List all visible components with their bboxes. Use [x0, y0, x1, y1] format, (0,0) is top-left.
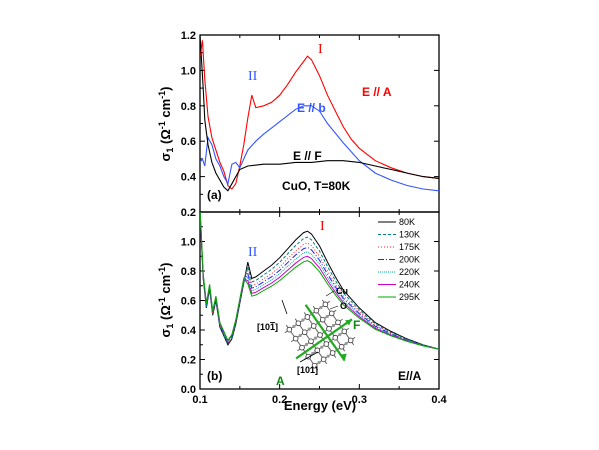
y-tick-label-a: 0.8 [181, 101, 196, 113]
y-tick-label-a: 1.2 [181, 30, 196, 42]
series-label-e-a: E // A [362, 85, 392, 99]
y-tick-label-a: 1.0 [181, 65, 196, 77]
legend-label: 240K [399, 280, 420, 290]
lattice-cu-label: Cu [336, 286, 348, 296]
panel-a-ticks: 0.2 0.4 0.6 0.8 1.0 1.2 [181, 30, 439, 219]
a-arrowhead [339, 353, 347, 361]
o-atom [326, 354, 330, 358]
cu-atom [338, 343, 345, 350]
cu-atom [308, 338, 314, 345]
cu-atom [295, 320, 302, 327]
legend-label: 130K [399, 230, 420, 240]
lattice-f-label: F [353, 318, 360, 332]
panel-b-roman-II: II [248, 245, 258, 260]
cu-atom [323, 341, 330, 347]
legend-label: 295K [399, 292, 420, 302]
series-label-e-b: E // b [297, 101, 326, 115]
cu-atom [328, 310, 335, 317]
o-atom [313, 336, 318, 340]
cu-atom [332, 334, 339, 341]
panel-a-series [200, 35, 439, 192]
cu-atom [292, 335, 299, 342]
series-line-b-295K [200, 212, 439, 350]
lattice-dir-10-1: [101] [257, 322, 278, 332]
panel-a-roman-II: II [248, 69, 258, 84]
cu-atom [347, 337, 354, 344]
o-atom [317, 360, 321, 365]
series-line-a-1 [200, 105, 439, 192]
lattice-a-label: A [276, 374, 285, 388]
o-atom [298, 333, 302, 338]
lattice-dir-101: [101] [297, 365, 318, 375]
series-line-b-175K [200, 212, 439, 350]
cu-atom [317, 332, 323, 338]
x-tick-label: 0.3 [352, 394, 367, 406]
dir-arrow-101 [299, 351, 319, 363]
x-tick-label: 0.2 [272, 394, 287, 406]
y-tick-label-a: 0.2 [181, 207, 196, 219]
o-atom [304, 342, 309, 347]
y-tick-label-a: 0.6 [181, 136, 196, 148]
dir-arrow-10-1 [281, 299, 288, 315]
panel-b-legend: 80K 130K 175K 200K 220K 240K 295K [378, 217, 420, 302]
cu-atom [304, 314, 311, 320]
y-tick-label-a: 0.4 [181, 172, 197, 184]
cu-atom [326, 325, 332, 332]
y-tick-label-b: 0.8 [181, 266, 196, 278]
y-tick-label-b: 0.4 [181, 325, 197, 337]
f-direction-arrow [295, 318, 353, 360]
y-tick-label-b: 0.2 [181, 355, 196, 367]
cu-atom [311, 362, 318, 369]
cu-atom [310, 323, 317, 329]
o-pointer [329, 305, 339, 310]
panel-b-label: (b) [207, 369, 222, 383]
panel-b-y-axis-title: σ1 (Ω-1 cm-1) [157, 262, 175, 337]
o-atom [325, 314, 329, 319]
panel-b-roman-I: I [320, 219, 325, 234]
a-direction-arrow [304, 304, 346, 362]
y-tick-label-b: 0.6 [181, 296, 196, 308]
cuo-lattice-inset [281, 290, 356, 371]
series-line-a-2 [200, 35, 439, 192]
x-tick-label: 0.1 [192, 394, 207, 406]
legend-label: 220K [399, 267, 420, 277]
o-atom [319, 305, 323, 310]
cu-atom [286, 326, 293, 333]
panel-b-series [200, 212, 439, 350]
x-tick-label: 0.4 [431, 394, 447, 406]
o-atom [307, 327, 311, 331]
o-atom [331, 323, 336, 328]
o-atom [301, 318, 305, 322]
cu-atom [319, 316, 326, 323]
panel-a-label: (a) [207, 188, 222, 202]
cu-pointer [325, 290, 335, 297]
polarization-label: E//A [398, 369, 422, 383]
legend-label: 175K [399, 242, 420, 252]
cu-atom [320, 356, 327, 363]
cu-atom [329, 350, 336, 356]
panel-a-y-axis-title: σ1 (Ω-1 cm-1) [157, 86, 175, 161]
cu-atom [322, 301, 329, 308]
f-arrowhead [344, 319, 352, 326]
y-tick-label-b: 1.0 [181, 237, 196, 249]
legend-label: 200K [399, 255, 420, 265]
o-atom [320, 345, 324, 349]
lattice-o-label: O [340, 301, 347, 311]
series-line-a-0 [200, 40, 439, 190]
y-tick-label-b: 0.0 [181, 384, 196, 396]
x-axis-title: Energy (eV) [284, 398, 356, 413]
series-label-e-f: E // F [293, 149, 322, 163]
cu-atom [301, 329, 308, 336]
panel-a-roman-I: I [318, 42, 323, 57]
sample-label: CuO, T=80K [282, 179, 351, 193]
o-atom [344, 341, 348, 346]
o-atom [292, 324, 296, 329]
o-atom [338, 332, 342, 337]
legend-label: 80K [399, 217, 415, 227]
cu-atom [335, 319, 341, 326]
cu-atom [313, 307, 320, 314]
cu-atom [341, 328, 348, 335]
cu-atom [299, 344, 305, 351]
